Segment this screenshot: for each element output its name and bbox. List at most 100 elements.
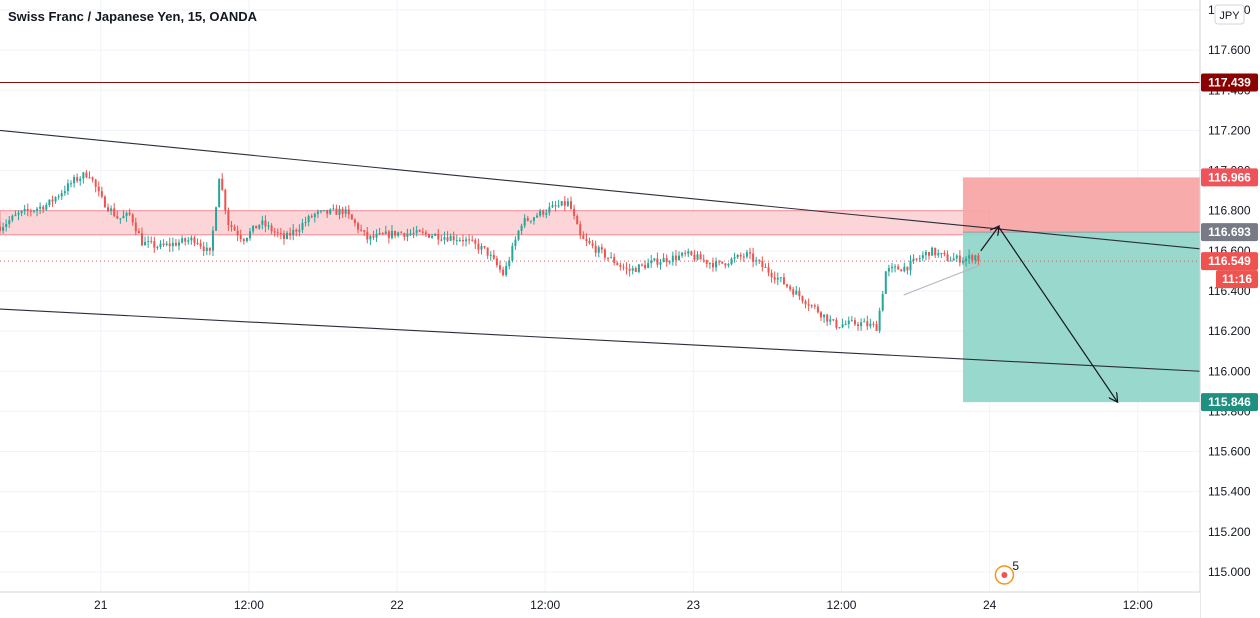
candle-body [903, 266, 906, 272]
price-axis-bg[interactable] [1200, 0, 1260, 592]
candle-body [782, 277, 785, 285]
candle [381, 232, 384, 235]
time-tick-label: 12:00 [1123, 598, 1153, 612]
candle [184, 237, 187, 246]
candle-body [421, 231, 424, 233]
candle-body [511, 246, 514, 261]
resistance-zone[interactable] [0, 210, 991, 236]
candle-body [523, 218, 526, 226]
candle [390, 225, 393, 240]
stop-loss-zone[interactable] [962, 177, 1200, 233]
candle [860, 318, 863, 331]
candle [569, 196, 572, 210]
candle [73, 174, 76, 188]
candle [823, 314, 826, 323]
candle [366, 226, 369, 244]
candle [178, 239, 181, 251]
candle [594, 240, 597, 257]
candle [76, 173, 79, 184]
candle-body [125, 212, 128, 216]
candle-body [193, 237, 196, 243]
candle-body [582, 235, 585, 240]
candle-body [711, 262, 714, 268]
candle-body [384, 231, 387, 234]
resistance-zone-rect[interactable] [0, 210, 991, 236]
stop-price-tag: 116.966 [1201, 168, 1258, 187]
candle-body [128, 212, 131, 215]
alert-icon-dot [1001, 572, 1008, 578]
forecast-leg-up[interactable] [980, 227, 999, 252]
forecast-path[interactable] [980, 226, 1118, 402]
candle-body [11, 215, 14, 221]
short-position[interactable] [962, 177, 1200, 403]
candle [718, 259, 721, 266]
candle [181, 235, 184, 244]
candle [829, 315, 832, 326]
candle [890, 262, 893, 273]
candle-body [486, 247, 489, 256]
candle-body [628, 268, 631, 271]
candle-body [724, 263, 727, 266]
candle-body [779, 277, 782, 279]
candle-body [415, 230, 418, 233]
candle-body [906, 266, 909, 271]
candle-body [764, 267, 767, 269]
candle-body [116, 215, 119, 219]
target-price-tag: 115.846 [1201, 393, 1258, 412]
currency-label[interactable]: JPY [1214, 4, 1245, 25]
candle-body [884, 271, 887, 294]
candle [752, 247, 755, 268]
time-tick-label: 22 [390, 598, 404, 612]
candle [486, 247, 489, 260]
candle [585, 233, 588, 247]
lower-channel-line[interactable] [0, 308, 1201, 372]
candle-body [45, 204, 48, 210]
forecast-leg-down[interactable] [998, 226, 1118, 402]
candle [711, 257, 714, 272]
candle-body [32, 210, 35, 212]
minor-trendline[interactable] [903, 264, 981, 296]
candle-body [863, 321, 866, 323]
candle [258, 224, 261, 230]
candle-body [616, 263, 619, 266]
candle [816, 304, 819, 314]
candle-body [860, 322, 863, 327]
candle-body [708, 262, 711, 264]
candle-body [607, 257, 610, 259]
candle-body [440, 239, 443, 241]
candle-body [14, 214, 17, 216]
candle-body [347, 209, 350, 215]
candle-body [539, 210, 542, 216]
candle [113, 203, 116, 218]
candle [813, 303, 816, 310]
candle [523, 214, 526, 229]
candle-body [875, 324, 878, 331]
candle [931, 246, 934, 256]
take-profit-zone[interactable] [962, 232, 1200, 403]
candle-body [316, 211, 319, 214]
candle [159, 240, 162, 250]
candle-body [205, 247, 208, 252]
candle-body [103, 196, 106, 208]
candle [520, 223, 523, 235]
candle-body [208, 247, 211, 251]
candle-body [54, 197, 57, 202]
candle-body [668, 261, 671, 263]
candle-body [514, 239, 517, 247]
candle-body [733, 257, 736, 259]
candle-body [159, 243, 162, 248]
candle-body [449, 236, 452, 241]
horizontal-lines[interactable] [0, 81, 1200, 262]
alert-marker[interactable]: 5 [994, 559, 1019, 585]
candle-body [878, 310, 881, 331]
candle-body [255, 225, 258, 229]
alert-icon-ring[interactable] [994, 565, 1015, 585]
time-tick-label: 12:00 [826, 598, 856, 612]
candle [465, 236, 468, 247]
time-axis-bg[interactable] [0, 592, 1200, 618]
candle [662, 253, 665, 263]
candle-body [249, 231, 251, 238]
candle [147, 235, 150, 248]
